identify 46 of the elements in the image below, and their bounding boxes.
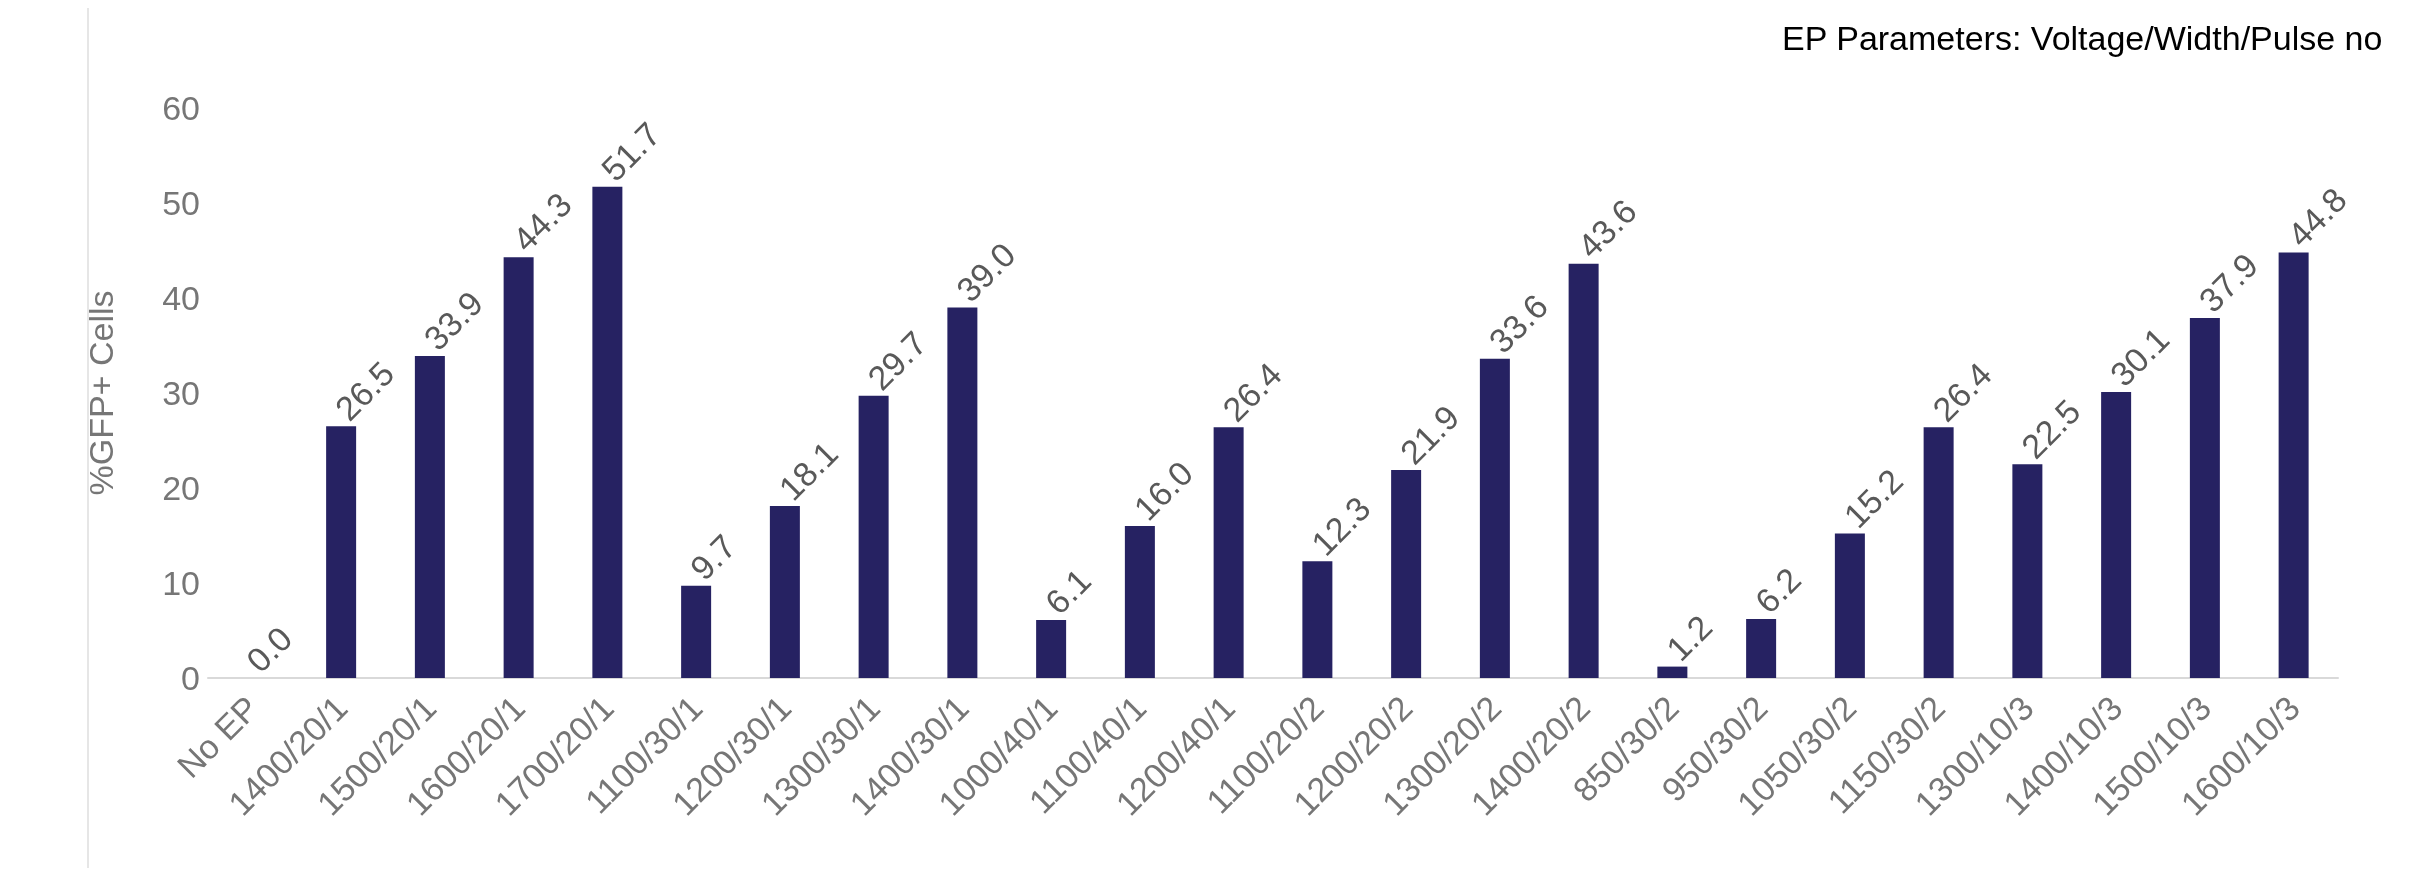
bar (1479, 358, 1510, 678)
data-label: 1.2 (1658, 607, 1720, 669)
data-label: 39.0 (948, 235, 1023, 309)
y-tick-label: 30 (162, 374, 200, 412)
bar (1213, 427, 1244, 678)
bar (1036, 620, 1067, 678)
data-label: 18.1 (771, 433, 846, 508)
bar (1746, 619, 1777, 678)
bar (681, 585, 712, 678)
data-label: 33.6 (1481, 286, 1556, 361)
bar (769, 506, 800, 678)
bar (414, 355, 445, 678)
data-label: 6.1 (1037, 561, 1098, 622)
bar (1923, 427, 1954, 678)
bar (1391, 469, 1422, 678)
bar (2278, 252, 2309, 678)
bar (858, 395, 889, 678)
data-label: 37.9 (2191, 245, 2266, 320)
bar (2101, 392, 2132, 678)
y-tick-label: 20 (162, 469, 200, 507)
data-label: 30.1 (2102, 319, 2177, 394)
bar (947, 307, 978, 678)
data-label: 33.9 (416, 283, 491, 358)
chart-title: EP Parameters: Voltage/Width/Pulse no (1782, 19, 2383, 57)
bar (2012, 464, 2043, 678)
y-tick-label: 60 (162, 89, 200, 127)
y-tick-label: 0 (181, 659, 200, 697)
bar (1124, 526, 1155, 678)
bar (1568, 263, 1599, 678)
data-label: 9.7 (682, 527, 743, 588)
data-label: 44.3 (505, 184, 579, 259)
bar (326, 426, 357, 678)
y-tick-label: 50 (162, 184, 200, 222)
bar (1834, 533, 1865, 678)
data-label: 43.6 (1570, 191, 1644, 266)
y-axis-title: %GFP+ Cells (82, 290, 120, 496)
data-label: 0.0 (238, 619, 300, 680)
y-tick-label: 10 (162, 564, 200, 602)
bar (1657, 666, 1688, 678)
data-label: 44.8 (2280, 180, 2354, 254)
bar (592, 186, 623, 678)
data-label: 6.2 (1747, 560, 1808, 621)
bar (2189, 317, 2220, 678)
y-tick-label: 40 (162, 279, 200, 317)
bar (503, 257, 534, 678)
bar (1302, 561, 1333, 678)
